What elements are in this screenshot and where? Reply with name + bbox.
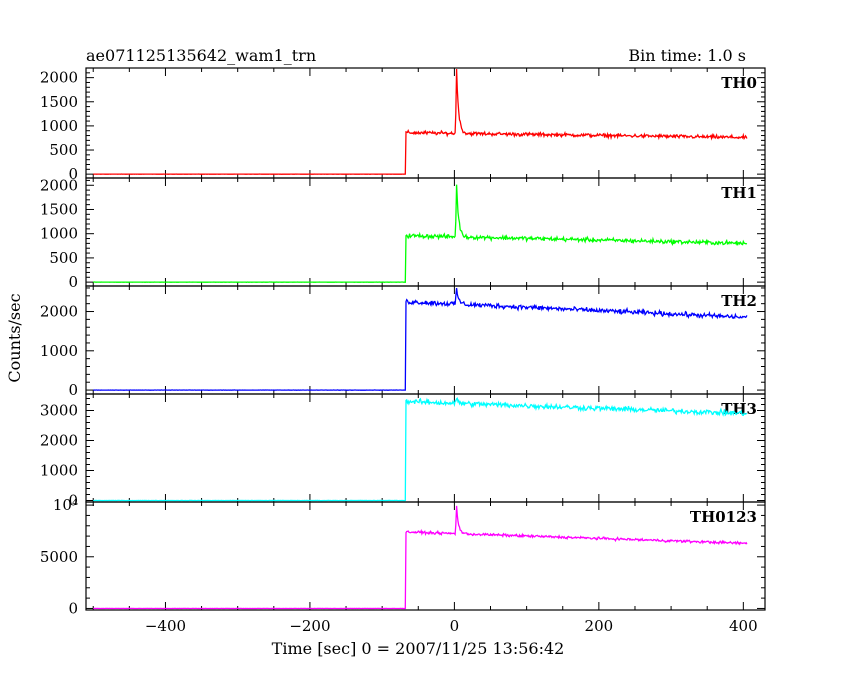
x-axis-tick-labels: −400 −200 0 200 400 [145,617,758,635]
x-tick-label: −400 [145,617,186,635]
panel-label-th1: TH1 [721,184,757,202]
y-tick-label: 0 [68,492,78,510]
y-tick-label: 10⁴ [53,496,78,514]
y-tick-label: 2000 [40,69,78,87]
y-tick-label: 1000 [40,342,78,360]
panel-th2: 0 1000 2000 TH2 [40,285,766,399]
panel-label-th0: TH0 [721,74,757,92]
panel-th0: 0 500 1000 1500 2000 TH0 [40,67,766,183]
panel-label-th2: TH2 [721,292,757,310]
panel-th3: 0 1000 2000 3000 TH3 [40,393,766,510]
y-tick-label: 500 [49,141,78,159]
panel-label-th0123: TH0123 [690,508,757,526]
y-tick-label: 0 [68,381,78,399]
x-tick-label: −200 [289,617,330,635]
series-line-th2 [93,288,748,391]
y-tick-label: 2000 [40,432,78,450]
header-right-title: Bin time: 1.0 s [628,46,746,65]
x-axis-label: Time [sec] 0 = 2007/11/25 13:56:42 [272,639,565,658]
series-line-th0 [93,68,748,175]
y-tick-label: 1000 [40,117,78,135]
series-line-th1 [93,184,748,283]
panel-th1: 0 500 1000 1500 2000 TH1 [40,176,766,291]
y-tick-label: 0 [68,165,78,183]
panel-th0123: 0 5000 10⁴ TH0123 [40,496,766,617]
y-tick-label: 5000 [40,548,78,566]
y-tick-label: 3000 [40,402,78,420]
y-axis-label: Counts/sec [5,293,24,382]
y-tick-label: 500 [49,249,78,267]
y-tick-label: 2000 [40,176,78,194]
x-tick-label: 400 [729,617,758,635]
y-tick-label: 0 [68,273,78,291]
y-tick-label: 1000 [40,462,78,480]
y-tick-label: 1000 [40,225,78,243]
y-tick-label: 1500 [40,200,78,218]
panel-frame [85,67,766,179]
panel-frame [85,177,766,287]
x-tick-label: 0 [450,617,460,635]
y-tick-label: 0 [68,599,78,617]
series-line-th0123 [93,505,748,610]
x-tick-label: 200 [585,617,614,635]
header-left-title: ae071125135642_wam1_trn [86,46,316,65]
panel-frame [85,501,766,611]
y-tick-label: 2000 [40,303,78,321]
series-line-th3 [93,397,748,502]
panel-label-th3: TH3 [721,400,757,418]
y-tick-label: 1500 [40,93,78,111]
